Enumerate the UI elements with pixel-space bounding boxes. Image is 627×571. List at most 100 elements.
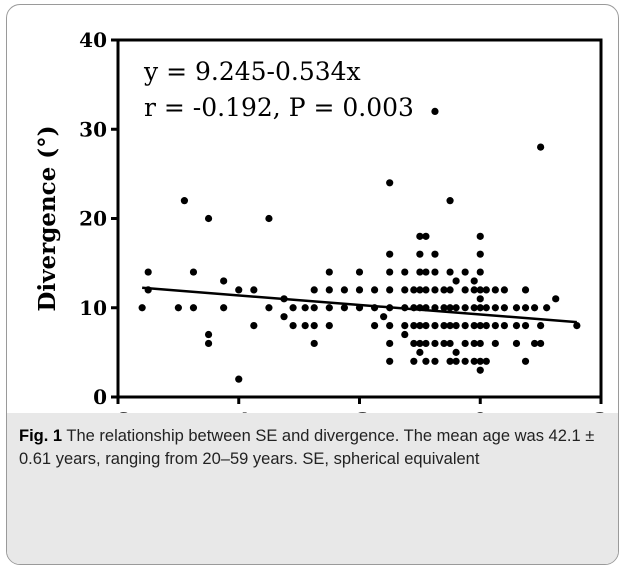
data-point [482,357,490,365]
x-tick-label: 0 [473,408,487,413]
data-point [310,339,318,348]
data-point [174,304,182,312]
y-tick-label: 40 [79,28,107,52]
data-point [280,295,288,303]
x-tick-label: -6 [107,408,129,413]
data-point [301,304,309,312]
data-point [552,295,560,303]
data-point [446,322,454,330]
data-point [355,304,364,312]
data-point [144,286,152,294]
data-point [491,339,499,348]
data-point [401,286,409,294]
data-point [325,286,333,294]
data-point [235,286,243,294]
data-point [416,286,424,294]
data-point [461,322,469,330]
data-point [431,339,439,348]
y-tick-label: 30 [79,117,107,141]
data-point [310,286,318,294]
data-point [446,339,454,348]
data-point [431,107,439,115]
data-point [476,357,484,365]
data-point [422,339,430,348]
x-tick-label: -2 [348,408,370,413]
data-point [452,322,460,330]
data-point [422,357,430,365]
correlation-stats: r = -0.192, P = 0.003 [144,93,414,122]
data-point [340,286,349,294]
data-point [189,304,198,312]
data-point [416,339,424,348]
data-point [521,286,530,294]
data-point [416,232,424,240]
data-point [521,304,530,312]
data-point [446,268,454,276]
data-point [401,268,409,276]
data-point [537,143,545,151]
data-point [543,304,551,312]
data-point [380,313,388,321]
data-point [280,313,288,321]
data-point [189,268,198,276]
data-point [355,268,364,276]
data-point [431,357,439,365]
data-point [491,322,499,330]
data-point [452,304,460,312]
data-point [440,304,448,312]
data-point [573,322,581,330]
data-point [476,322,484,330]
data-point [265,214,273,223]
data-point [180,197,189,205]
data-point [470,357,478,365]
data-point [500,322,508,330]
data-point [482,304,490,312]
x-tick-label: -4 [228,408,250,413]
data-point [461,357,469,365]
data-point [370,286,379,294]
data-point [431,286,439,294]
x-tick-label: 2 [594,408,608,413]
data-point [537,322,545,330]
data-point [521,322,530,330]
data-point [440,339,448,348]
data-point [401,322,409,330]
data-point [422,286,430,294]
data-point [220,277,228,285]
data-point [476,295,484,303]
data-point [422,232,430,240]
data-point [452,357,460,365]
data-point [289,322,297,330]
data-point [446,197,454,205]
data-point [440,322,448,330]
data-point [410,304,418,312]
data-point [204,339,213,348]
data-point [386,268,394,276]
data-point [500,304,508,312]
data-point [476,339,484,348]
data-point [491,304,499,312]
data-point [386,357,394,365]
data-point [530,304,539,312]
figure-label: Fig. 1 [19,427,63,445]
data-point [401,330,409,339]
data-point [401,304,409,312]
caption-text: The relationship between SE and divergen… [19,427,595,468]
data-point [416,268,424,276]
data-point [431,250,439,258]
data-point [325,268,333,276]
data-point [512,339,521,348]
data-point [204,214,213,223]
data-point [446,304,454,312]
data-point [470,286,478,294]
y-axis-title: Divergence (°) [34,125,61,311]
data-point [410,322,418,330]
data-point [476,366,484,374]
data-point [512,322,521,330]
data-point [235,375,243,383]
data-point [461,268,469,276]
data-point [470,277,478,285]
data-point [340,304,349,312]
data-point [461,304,469,312]
